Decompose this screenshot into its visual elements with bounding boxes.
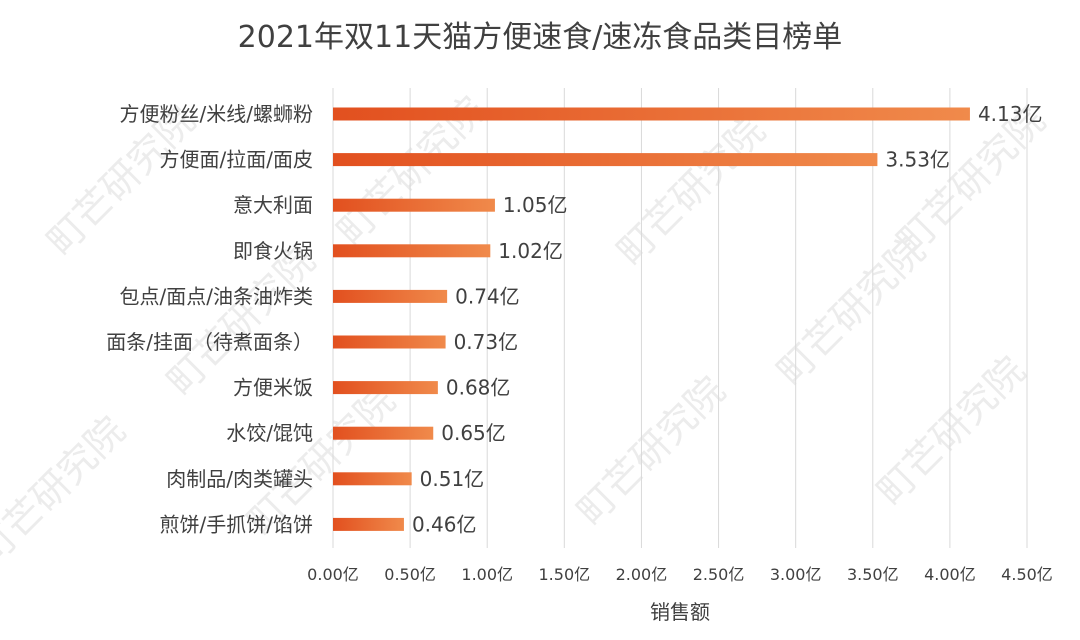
watermark-text: 町芒研究院 [768, 228, 933, 393]
value-label: 3.53亿 [885, 148, 950, 172]
watermark-text: 町芒研究院 [568, 368, 733, 533]
value-label: 0.68亿 [446, 376, 511, 400]
watermark-text: 町芒研究院 [868, 348, 1033, 513]
watermark-text: 町芒研究院 [0, 408, 134, 573]
x-tick-label: 0.50亿 [384, 565, 436, 584]
bar [333, 198, 495, 212]
watermark-text: 町芒研究院 [608, 108, 773, 273]
bars [333, 107, 970, 531]
bar [333, 289, 448, 303]
x-tick-label: 0.00亿 [307, 565, 359, 584]
x-tick-label: 2.50亿 [693, 565, 745, 584]
category-label: 即食火锅 [233, 239, 313, 263]
category-label: 肉制品/肉类罐头 [166, 467, 313, 491]
x-axis-title-text: 销售额 [650, 600, 710, 624]
category-label: 面条/挂面（待煮面条） [106, 330, 313, 354]
x-tick-label: 2.00亿 [616, 565, 668, 584]
bar [333, 107, 970, 121]
value-labels: 4.13亿 3.53亿 1.05亿 1.02亿 0.74亿 0.73亿 0.68亿 0.65亿… [412, 102, 1043, 536]
x-tick-label: 4.50亿 [1001, 565, 1053, 584]
value-label: 4.13亿 [978, 102, 1043, 126]
bar [333, 472, 412, 486]
category-label: 方便面/拉面/面皮 [160, 148, 313, 172]
category-label: 水饺/馄饨 [226, 421, 313, 445]
x-tick-label: 3.00亿 [770, 565, 822, 584]
value-label: 0.51亿 [420, 467, 485, 491]
bar [333, 426, 434, 440]
chart-title: 2021年双11天猫方便速食/速冻食品类目榜单 [237, 20, 843, 55]
category-label: 包点/面点/油条油炸类 [120, 284, 313, 308]
category-label: 方便米饭 [233, 376, 313, 400]
x-tick-labels: 0.00亿 0.50亿 1.00亿 1.50亿 2.00亿 2.50亿 3.00亿 3.50亿… [307, 565, 1053, 584]
category-label: 方便粉丝/米线/螺蛳粉 [120, 102, 313, 126]
x-tick-label: 1.50亿 [539, 565, 591, 584]
x-tick-label: 3.50亿 [847, 565, 899, 584]
category-labels: 方便粉丝/米线/螺蛳粉方便面/拉面/面皮意大利面即食火锅包点/面点/油条油炸类面… [106, 102, 313, 536]
x-tick-label: 4.00亿 [924, 565, 976, 584]
value-label: 0.46亿 [412, 512, 477, 536]
value-label: 0.74亿 [455, 284, 520, 308]
bar [333, 381, 438, 395]
value-label: 0.73亿 [454, 330, 519, 354]
bar [333, 335, 446, 349]
category-label: 意大利面 [233, 193, 313, 217]
x-tick-label: 1.00亿 [461, 565, 513, 584]
bar [333, 517, 404, 531]
bar [333, 244, 491, 258]
value-label: 0.65亿 [441, 421, 506, 445]
value-label: 1.05亿 [503, 193, 568, 217]
bar [333, 153, 878, 167]
category-label: 煎饼/手抓饼/馅饼 [160, 512, 313, 536]
value-label: 1.02亿 [498, 239, 563, 263]
